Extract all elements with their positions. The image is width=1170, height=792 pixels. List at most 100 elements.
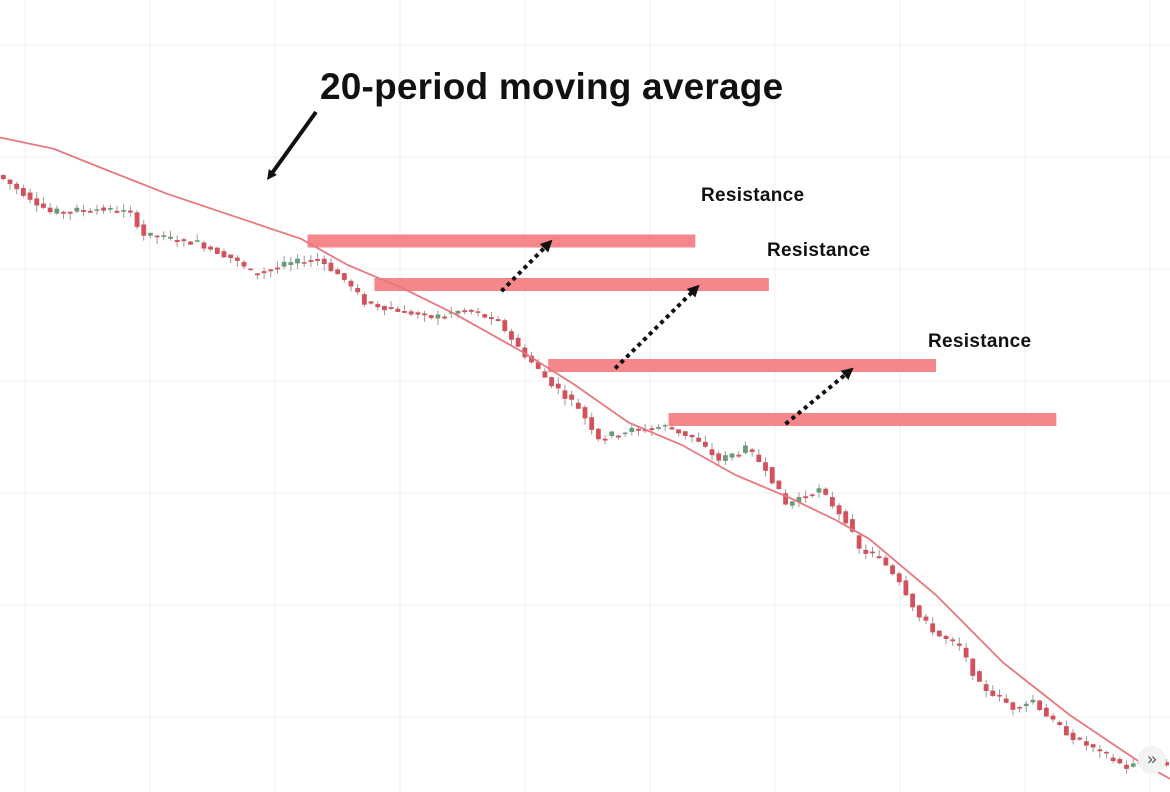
candle-bearish xyxy=(1084,741,1089,746)
candle-bearish xyxy=(34,198,40,206)
candle-bearish xyxy=(963,647,969,658)
candle-bearish xyxy=(749,449,755,452)
candle-bearish xyxy=(1090,744,1096,748)
candle-bearish xyxy=(101,207,107,211)
candle-bearish xyxy=(783,493,788,505)
candle-bearish xyxy=(382,305,387,311)
candle-bearish xyxy=(335,269,341,275)
candle-bullish xyxy=(288,262,294,266)
candle-bullish xyxy=(816,488,822,493)
candle-bearish xyxy=(41,203,46,208)
candle-bearish xyxy=(555,383,561,389)
candle-bearish xyxy=(649,428,655,431)
candle-bearish xyxy=(856,535,862,549)
candle-bullish xyxy=(1030,699,1036,703)
candle-bearish xyxy=(602,438,608,441)
candle-bearish xyxy=(943,635,949,639)
candle-bearish xyxy=(997,695,1002,697)
resistance-levels xyxy=(307,234,1057,426)
candle-bullish xyxy=(796,497,802,503)
candle-bearish xyxy=(1124,764,1129,769)
moving-average-pointer-arrow xyxy=(267,110,318,181)
candle-bullish xyxy=(161,235,167,237)
moving-average xyxy=(0,136,1170,780)
candle-bearish xyxy=(214,247,220,254)
candle-bearish xyxy=(495,319,501,322)
candle-bearish xyxy=(208,246,214,250)
candle-bullish xyxy=(656,427,661,429)
candle-bullish xyxy=(622,432,628,435)
candle-bearish xyxy=(549,377,554,387)
candle-bullish xyxy=(729,453,735,458)
candle-bearish xyxy=(1104,752,1109,754)
candle-bearish xyxy=(669,427,675,430)
candle-bearish xyxy=(836,505,842,515)
candle-bearish xyxy=(569,394,575,400)
candle-bearish xyxy=(0,175,6,180)
resistance-label-3: Resistance xyxy=(928,331,1032,352)
candle-bullish xyxy=(54,208,60,214)
candle-bearish xyxy=(923,616,929,621)
candle-bearish xyxy=(1017,707,1022,709)
candle-bearish xyxy=(14,183,20,190)
candle-bullish xyxy=(281,261,287,267)
candle-bullish xyxy=(121,209,127,212)
candle-bearish xyxy=(582,407,588,419)
candle-bearish xyxy=(375,304,381,308)
candle-bullish xyxy=(148,232,153,236)
candle-bearish xyxy=(595,428,601,440)
candle-bearish xyxy=(509,331,514,340)
candle-bearish xyxy=(181,239,187,242)
candle-bearish xyxy=(1117,759,1123,764)
breakout-arrows xyxy=(500,239,854,426)
candle-bearish xyxy=(61,211,66,214)
candle-bullish xyxy=(435,314,441,319)
candle-bearish xyxy=(890,565,895,575)
candle-bearish xyxy=(402,311,407,313)
candle-bearish xyxy=(883,557,889,566)
resistance-band-2 xyxy=(374,278,769,291)
candle-bearish xyxy=(308,260,314,262)
candle-bearish xyxy=(261,271,267,274)
candle-bearish xyxy=(47,207,53,213)
candle-bullish xyxy=(194,240,200,242)
candle-bearish xyxy=(221,251,227,258)
candle-bullish xyxy=(1130,763,1136,767)
candle-bearish xyxy=(482,314,488,318)
moving-average-annotation: 20-period moving average xyxy=(320,66,784,107)
candle-bearish xyxy=(127,210,133,213)
candle-bearish xyxy=(1010,702,1016,710)
candle-bearish xyxy=(843,511,849,524)
candle-bearish xyxy=(1070,732,1076,741)
candle-bearish xyxy=(983,684,989,691)
candle-bearish xyxy=(916,605,922,618)
candle-bullish xyxy=(74,207,80,212)
candle-bearish xyxy=(348,280,354,287)
scroll-to-latest-button[interactable]: » xyxy=(1138,746,1166,774)
candle-bullish xyxy=(743,445,748,453)
candle-bearish xyxy=(709,449,715,456)
candle-bearish xyxy=(716,453,722,461)
candle-bearish xyxy=(756,454,762,462)
candle-bearish xyxy=(328,262,334,272)
candle-bearish xyxy=(970,658,976,676)
candle-bearish xyxy=(676,429,682,434)
candles xyxy=(0,174,1170,774)
candle-bearish xyxy=(776,480,782,490)
candle-bearish xyxy=(475,311,481,313)
candle-bearish xyxy=(736,454,742,457)
candle-bearish xyxy=(27,192,33,200)
candle-bearish xyxy=(268,269,274,272)
candle-bearish xyxy=(134,212,140,227)
breakout-arrow-1 xyxy=(500,239,553,293)
candle-bearish xyxy=(341,273,347,280)
candle-bearish xyxy=(575,402,581,409)
candle-bearish xyxy=(442,316,448,319)
candle-bullish xyxy=(168,236,173,239)
candle-bearish xyxy=(769,467,775,484)
candle-bearish xyxy=(462,310,468,313)
candle-bearish xyxy=(468,309,474,312)
candle-bearish xyxy=(903,580,909,596)
